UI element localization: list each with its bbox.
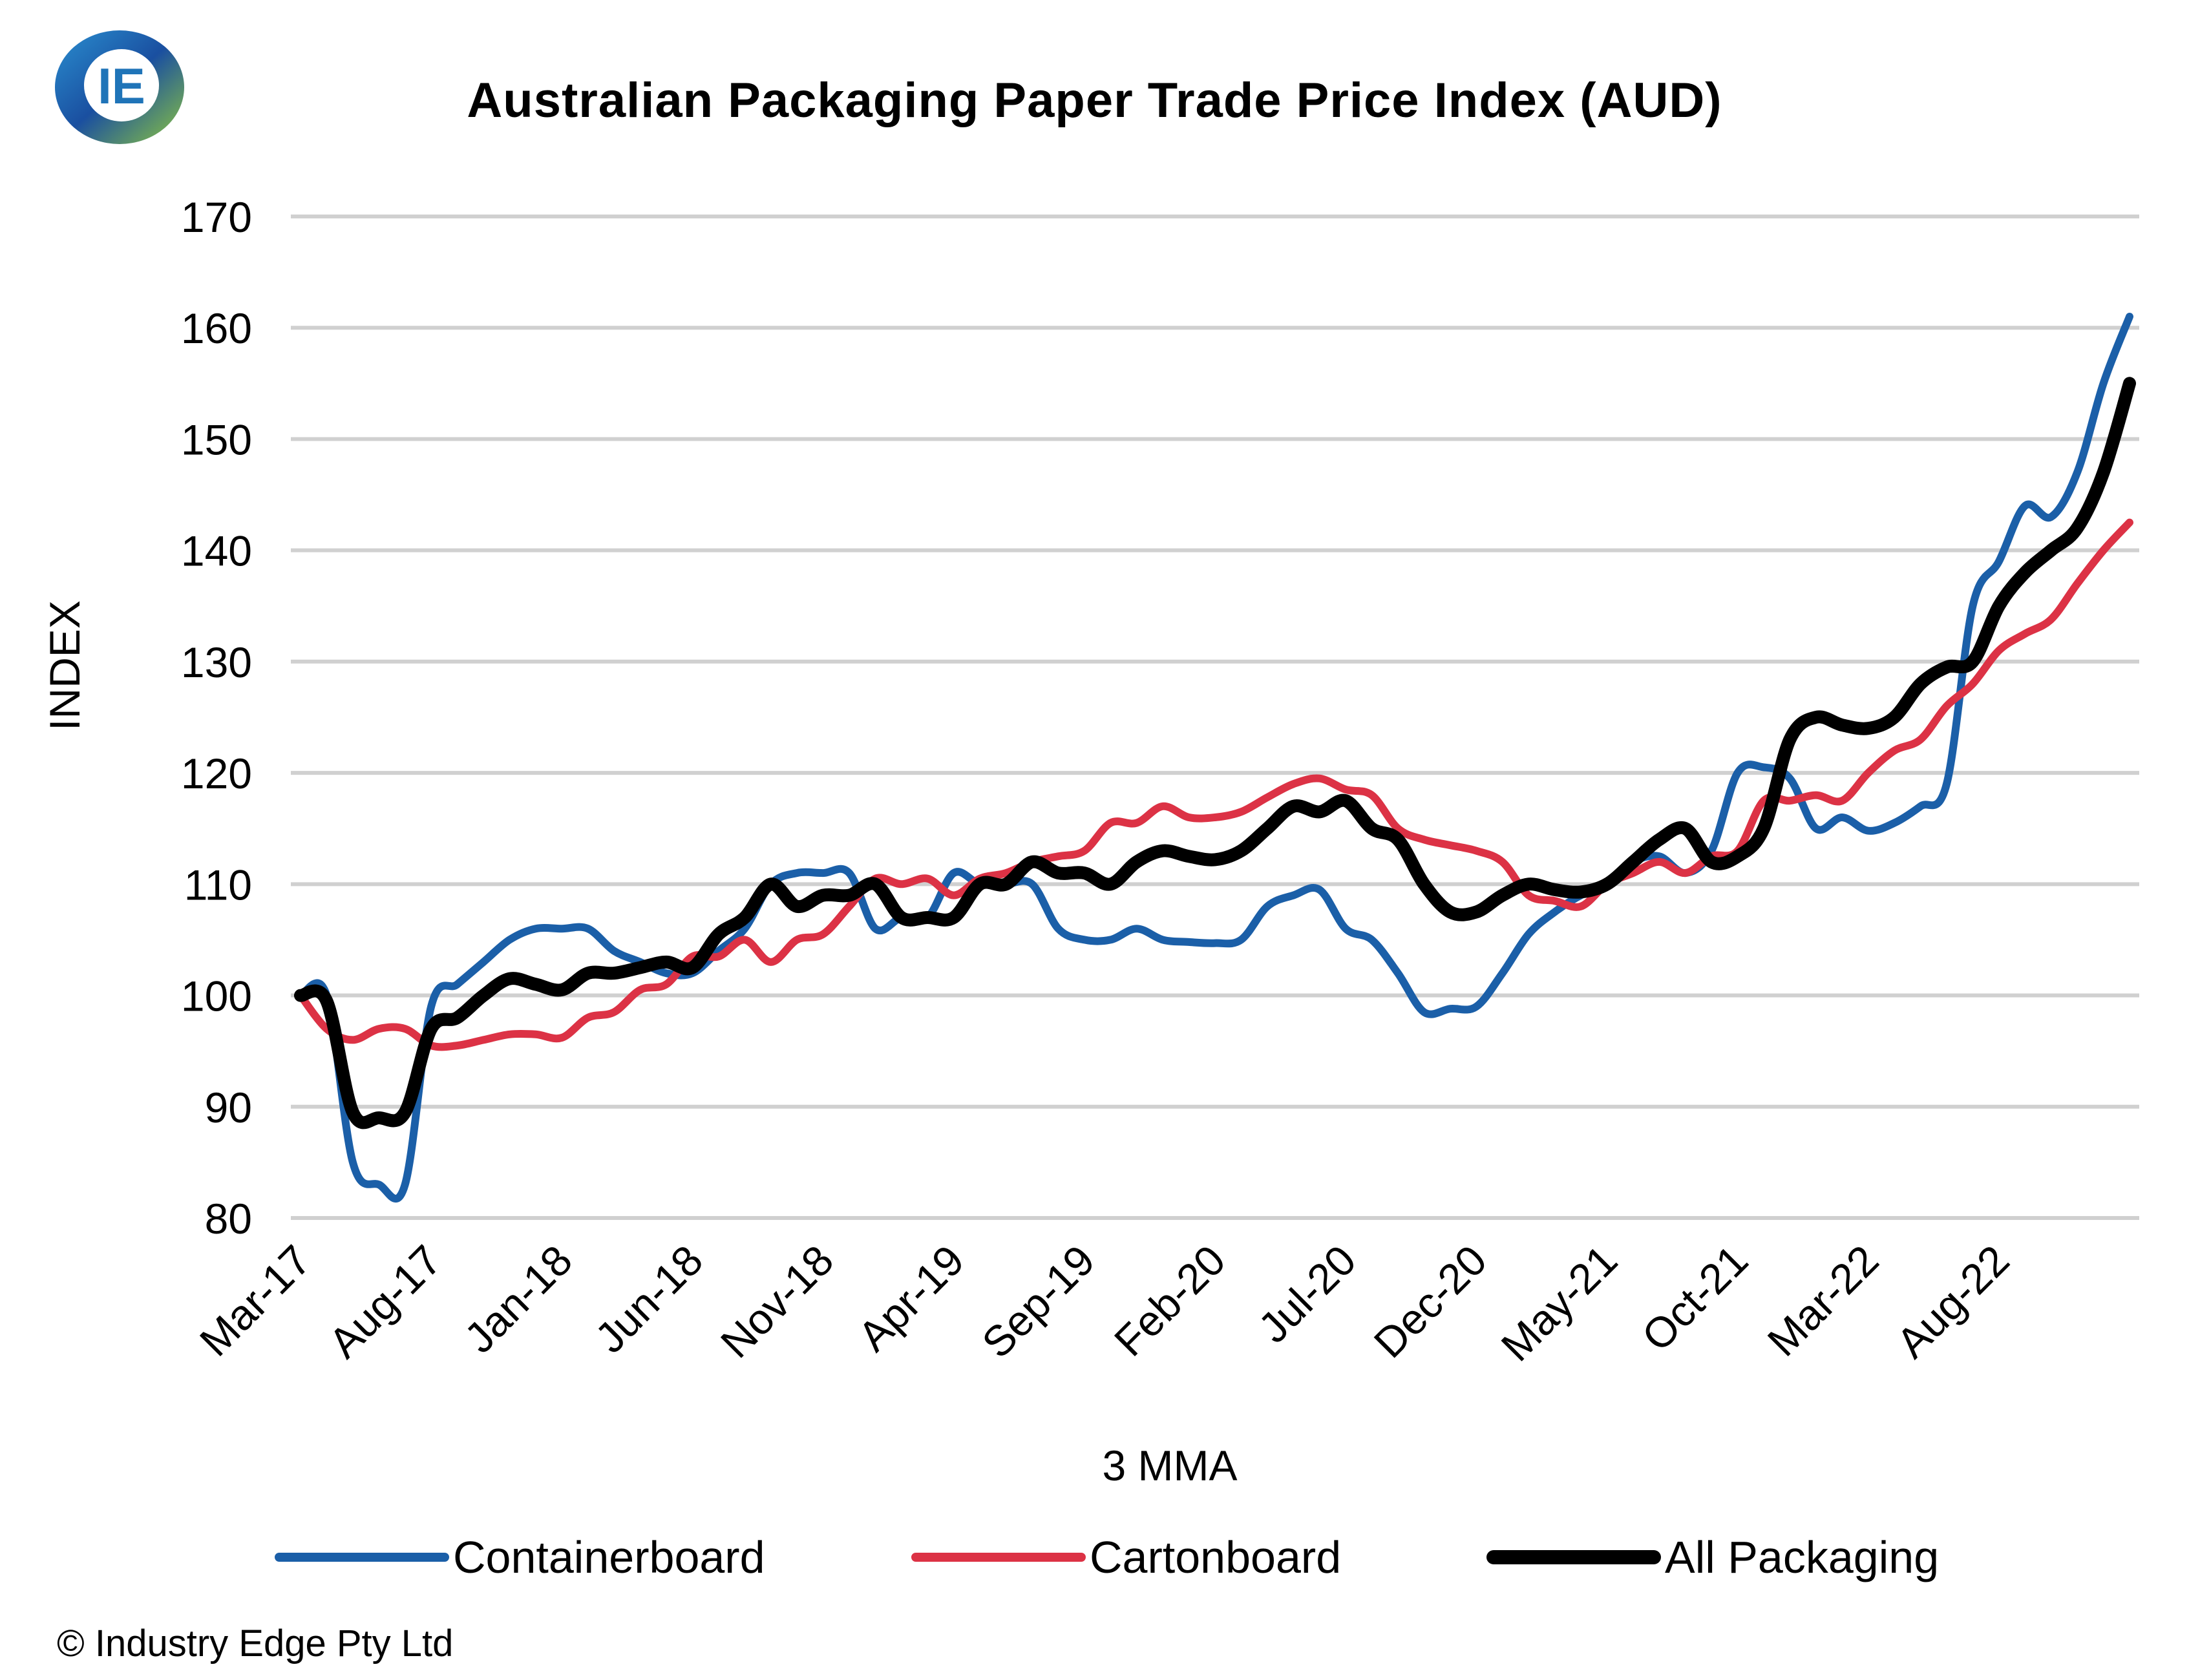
chart-title: Australian Packaging Paper Trade Price I… [467,73,1722,128]
series-lines [294,313,2136,1202]
x-tick-label: Jan-18 [455,1236,581,1362]
x-tick-label: Mar-17 [191,1236,320,1365]
x-tick-label: Dec-20 [1364,1236,1496,1367]
y-tick-label: 110 [184,861,252,908]
y-tick-label: 90 [205,1084,252,1131]
x-tick-label: Feb-20 [1105,1236,1234,1365]
legend: Containerboard Cartonboard All Packaging [0,1525,2189,1590]
x-axis-ticks: Mar-17 Aug-17 Jan-18 Jun-18 Nov-18 Apr-19 Sep-… [191,1236,2018,1370]
svg-text:IE: IE [98,58,145,114]
legend-label-all-packaging: All Packaging [1665,1532,1940,1582]
y-tick-label: 140 [181,527,252,575]
x-tick-label: Oct-21 [1633,1236,1757,1360]
y-tick-label: 80 [205,1195,252,1243]
industry-edge-logo: IE [52,26,187,149]
x-tick-label: Apr-19 [849,1236,973,1360]
series-line-cartonboard [297,518,2133,1051]
copyright-text: © Industry Edge Pty Ltd [57,1622,454,1664]
legend-swatch-containerboard [275,1553,449,1562]
x-axis-label: 3 MMA [1102,1442,1238,1489]
legend-swatch-cartonboard [911,1553,1086,1562]
x-tick-label: Aug-17 [319,1236,450,1367]
legend-swatch-all-packaging [1486,1550,1661,1564]
x-tick-label: Sep-19 [973,1236,1104,1367]
series-line-all-packaging [294,377,2136,1129]
legend-item-all-packaging: All Packaging [1486,1525,1939,1590]
x-tick-label: Nov-18 [712,1236,843,1367]
x-tick-label: Jun-18 [586,1236,712,1362]
legend-item-cartonboard: Cartonboard [911,1525,1341,1590]
y-axis-ticks: 80 90 100 110 120 130 140 150 160 170 [181,193,252,1243]
legend-label-containerboard: Containerboard [453,1532,765,1582]
y-tick-label: 170 [181,193,252,241]
y-axis-label: INDEX [41,600,89,731]
x-tick-label: Mar-22 [1758,1236,1887,1365]
y-tick-label: 150 [181,415,252,463]
y-tick-label: 120 [181,750,252,797]
gridlines [291,215,2139,1220]
legend-item-containerboard: Containerboard [275,1525,765,1590]
x-tick-label: May-21 [1492,1236,1626,1370]
y-tick-label: 100 [181,972,252,1020]
y-tick-label: 130 [181,638,252,686]
x-tick-label: Jul-20 [1249,1236,1365,1352]
y-tick-label: 160 [181,304,252,352]
series-line-containerboard [297,313,2133,1202]
legend-label-cartonboard: Cartonboard [1090,1532,1342,1582]
x-tick-label: Aug-22 [1887,1236,2018,1367]
